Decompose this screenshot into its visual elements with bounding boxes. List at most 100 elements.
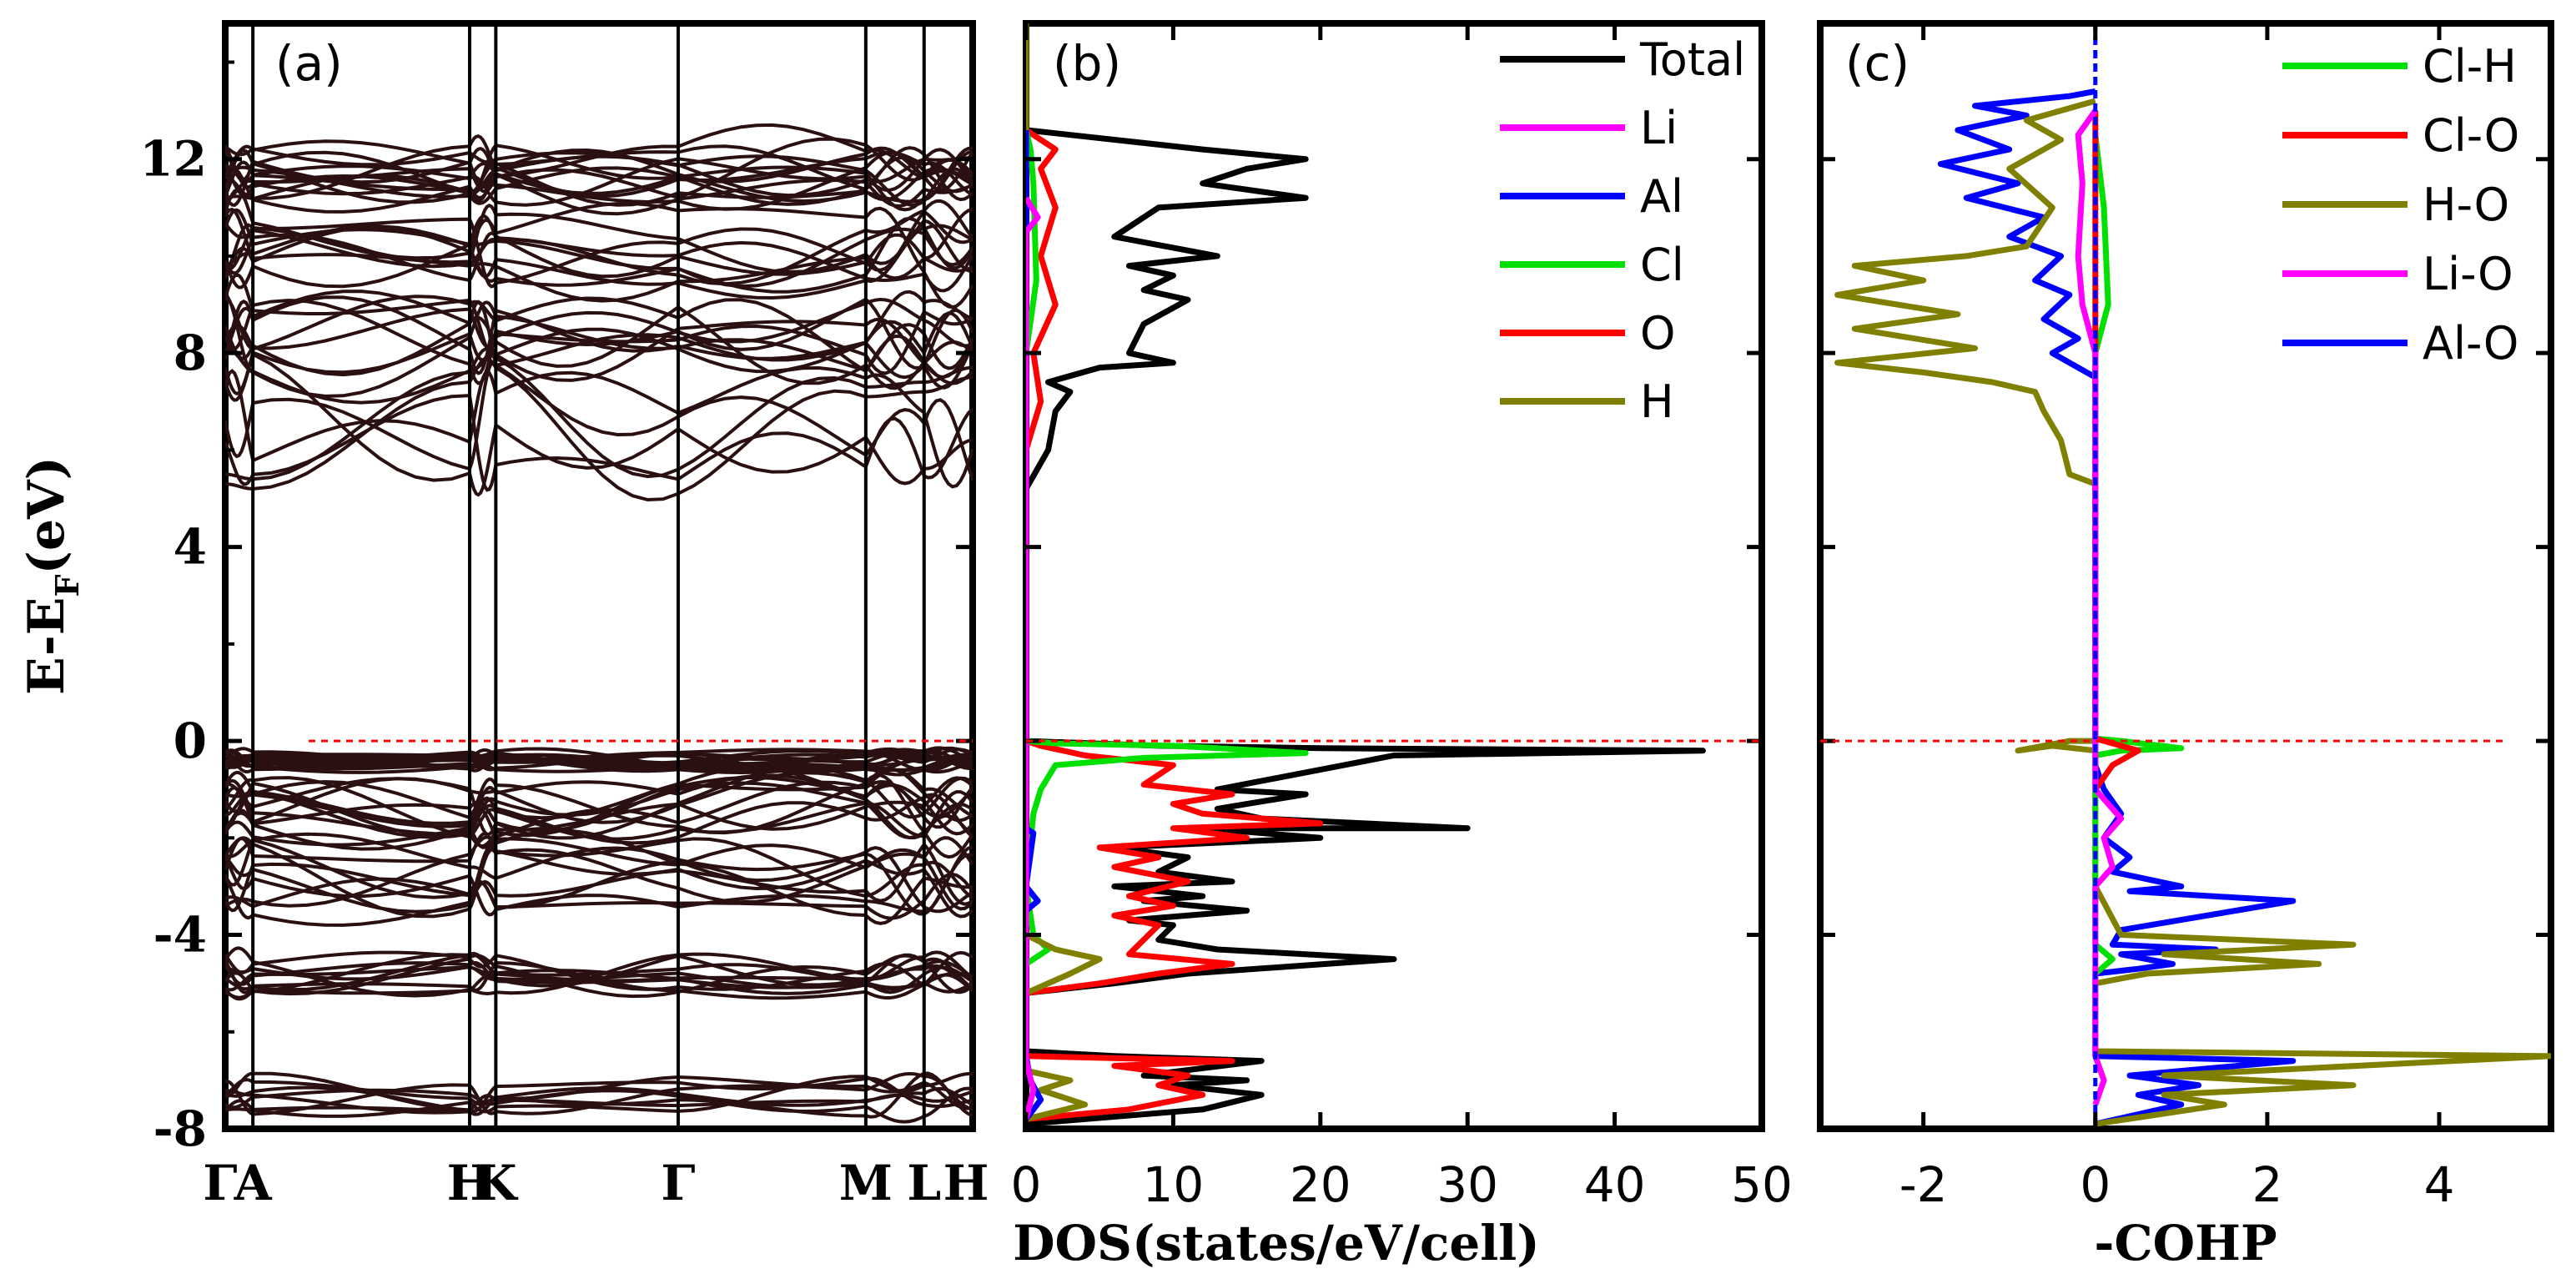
band-line	[225, 208, 973, 293]
band-line	[225, 775, 973, 836]
band-line	[225, 290, 973, 390]
y-tick-label: 12	[139, 131, 207, 188]
band-line	[225, 356, 973, 502]
band-line	[225, 953, 973, 992]
series-line-total	[1026, 127, 1706, 1127]
cohp-series	[1834, 23, 2551, 1129]
legend-label: H	[1640, 375, 1674, 428]
legend-label: H-O	[2423, 179, 2509, 231]
band-line	[225, 841, 973, 914]
y-tick-label: -4	[153, 907, 207, 964]
series-line-li-o	[2075, 108, 2125, 1106]
band-line	[225, 295, 973, 379]
band-line	[225, 1086, 973, 1124]
band-line	[225, 771, 973, 834]
y-axis-label: E-EF(eV)	[18, 456, 86, 695]
band-line	[225, 770, 973, 859]
band-line	[225, 748, 973, 774]
panel-b: 0 10 20 30 40 50 Total Li Al Cl OH (b) DOS(states…	[1011, 20, 1793, 1271]
kpoint-label: K	[475, 1155, 519, 1211]
y-axis-label-sub: F	[48, 575, 86, 597]
x-axis-label-c: -COHP	[2094, 1215, 2277, 1271]
band-line	[225, 360, 973, 481]
y-tick-label: -8	[153, 1100, 207, 1157]
legend: Total Li Al Cl OH	[1500, 33, 1745, 428]
band-line	[225, 838, 973, 920]
band-line	[225, 1071, 973, 1116]
band-line	[225, 297, 973, 350]
kpath-lines	[251, 23, 926, 1129]
band-line	[225, 224, 973, 300]
legend-label: Li-O	[2423, 248, 2513, 300]
band-line	[225, 134, 973, 200]
series-line-o	[1026, 127, 1324, 1122]
kpoint-label: A	[234, 1155, 273, 1211]
x-tick-label: 50	[1731, 1156, 1793, 1213]
band-lines	[225, 123, 973, 1124]
panel-a-label: (a)	[275, 35, 343, 92]
x-tick-label: 4	[2424, 1156, 2455, 1213]
y-axis-label-main: E-E	[18, 597, 76, 695]
band-line	[225, 971, 973, 995]
legend-label: Total	[1639, 33, 1745, 86]
x-tick-label: 40	[1584, 1156, 1646, 1213]
band-line	[225, 227, 973, 290]
kpoint-label: M	[839, 1155, 893, 1211]
panel-a-frame	[222, 20, 976, 1132]
x-ticks: -2 0 2 4	[1820, 23, 2551, 1213]
y-tick-label: 8	[174, 325, 207, 381]
legend-label: Cl-H	[2423, 40, 2517, 93]
kpoint-labels: ΓA HK Γ M L H	[203, 1155, 989, 1211]
band-line	[225, 832, 973, 900]
x-tick-label: 0	[1011, 1156, 1042, 1213]
y-tick-label: 4	[174, 519, 207, 576]
kpoint-label: Γ	[203, 1155, 237, 1211]
legend-label: Li	[1640, 102, 1678, 154]
series-line-li	[1026, 196, 1041, 1120]
panel-b-label: (b)	[1053, 35, 1121, 92]
series-line-h	[1026, 23, 1103, 1122]
legend-label: Cl-O	[2423, 109, 2519, 162]
x-axis-label-b: DOS(states/eV/cell)	[1013, 1215, 1540, 1271]
x-tick-label: 20	[1290, 1156, 1351, 1213]
band-line	[225, 144, 973, 207]
y-axis-label-tail: (eV)	[18, 456, 76, 575]
band-line	[225, 951, 973, 992]
panel-c: -2 0 2 4 Cl-H Cl-O H-O Li-O Al-O (c) -COHP	[1817, 20, 2554, 1271]
panel-c-frame	[1817, 20, 2554, 1132]
panel-c-label: (c)	[1845, 35, 1909, 92]
band-line	[225, 273, 973, 374]
kpoint-label: Γ	[661, 1155, 695, 1211]
band-line	[225, 146, 973, 204]
band-line	[225, 166, 973, 216]
band-line	[225, 188, 973, 294]
y-ticks: -8 -4 0 4 8 12	[139, 60, 973, 1157]
band-line	[225, 347, 973, 481]
band-line	[225, 836, 973, 909]
x-ticks: 0 10 20 30 40 50	[1011, 23, 1793, 1213]
dos-series	[1026, 23, 1706, 1127]
kpoint-label: H	[447, 1155, 493, 1211]
band-line	[225, 209, 973, 283]
band-line	[225, 201, 973, 310]
band-line	[225, 1071, 973, 1114]
band-line	[225, 365, 973, 489]
band-line	[225, 767, 973, 835]
band-line	[225, 844, 973, 927]
band-line	[225, 148, 973, 207]
band-line	[225, 295, 973, 375]
band-line	[225, 828, 973, 925]
x-tick-label: 2	[2251, 1156, 2282, 1213]
legend: Cl-H Cl-O H-O Li-O Al-O	[2282, 40, 2519, 370]
legend-label: O	[1640, 307, 1676, 360]
band-line	[225, 1071, 973, 1119]
x-tick-label: -2	[1899, 1156, 1948, 1213]
kpoint-label: H	[943, 1155, 989, 1211]
band-line	[225, 1086, 973, 1116]
legend-label: Cl	[1640, 239, 1684, 291]
y-tick-label: 0	[174, 712, 207, 769]
kpoint-label: L	[907, 1155, 941, 1211]
legend-label: Al	[1640, 170, 1683, 223]
